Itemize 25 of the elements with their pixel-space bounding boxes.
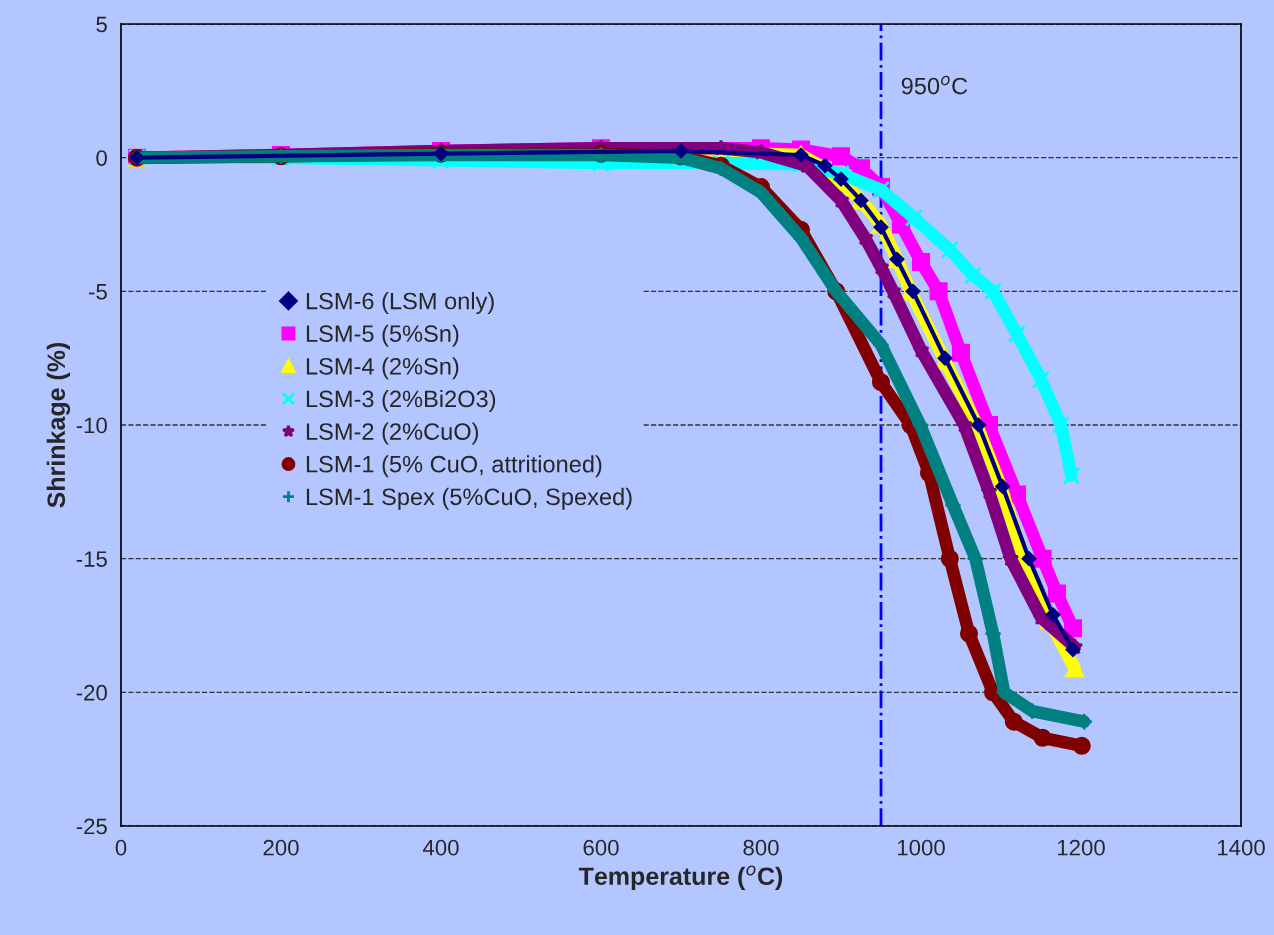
y-tick-label: 5 [96,16,107,33]
y-tick-label: -20 [76,684,107,701]
x-tick-label: 200 [263,839,299,856]
legend-label: LSM-1 (5% CuO, attritioned) [306,455,602,478]
y-tick-label: -10 [76,417,107,434]
x-tick-label: 400 [422,839,459,856]
ref-line-label: 950$^{o}$C [901,75,968,95]
x-tick-label: 1000 [897,839,945,856]
y-tick-label: -5 [89,284,107,300]
x-tick-label: 0 [115,839,127,856]
x-tick-label: 800 [743,839,779,856]
legend-label: LSM-5 (5%Sn) [306,324,459,347]
y-tick-label: 0 [96,150,107,166]
legend-label: LSM-1 Spex (5%CuO, Spexed) [306,487,632,510]
legend-label: LSM-2 (2%CuO) [306,422,479,445]
legend-label: LSM-3 (2%Bi2O3) [306,389,496,412]
legend-label: LSM-6 (LSM only) [306,292,494,315]
x-tick-label: 1400 [1217,839,1265,856]
x-axis-title: Temperature ($^{o}$C) [578,865,783,891]
x-tick-label: 1200 [1057,839,1105,856]
y-tick-label: -25 [76,818,107,835]
legend-label: LSM-4 (2%Sn) [306,357,459,380]
x-tick-label: 600 [583,839,619,856]
y-tick-label: -15 [76,551,107,567]
y-axis-title: Shrinkage (%) [46,342,71,508]
